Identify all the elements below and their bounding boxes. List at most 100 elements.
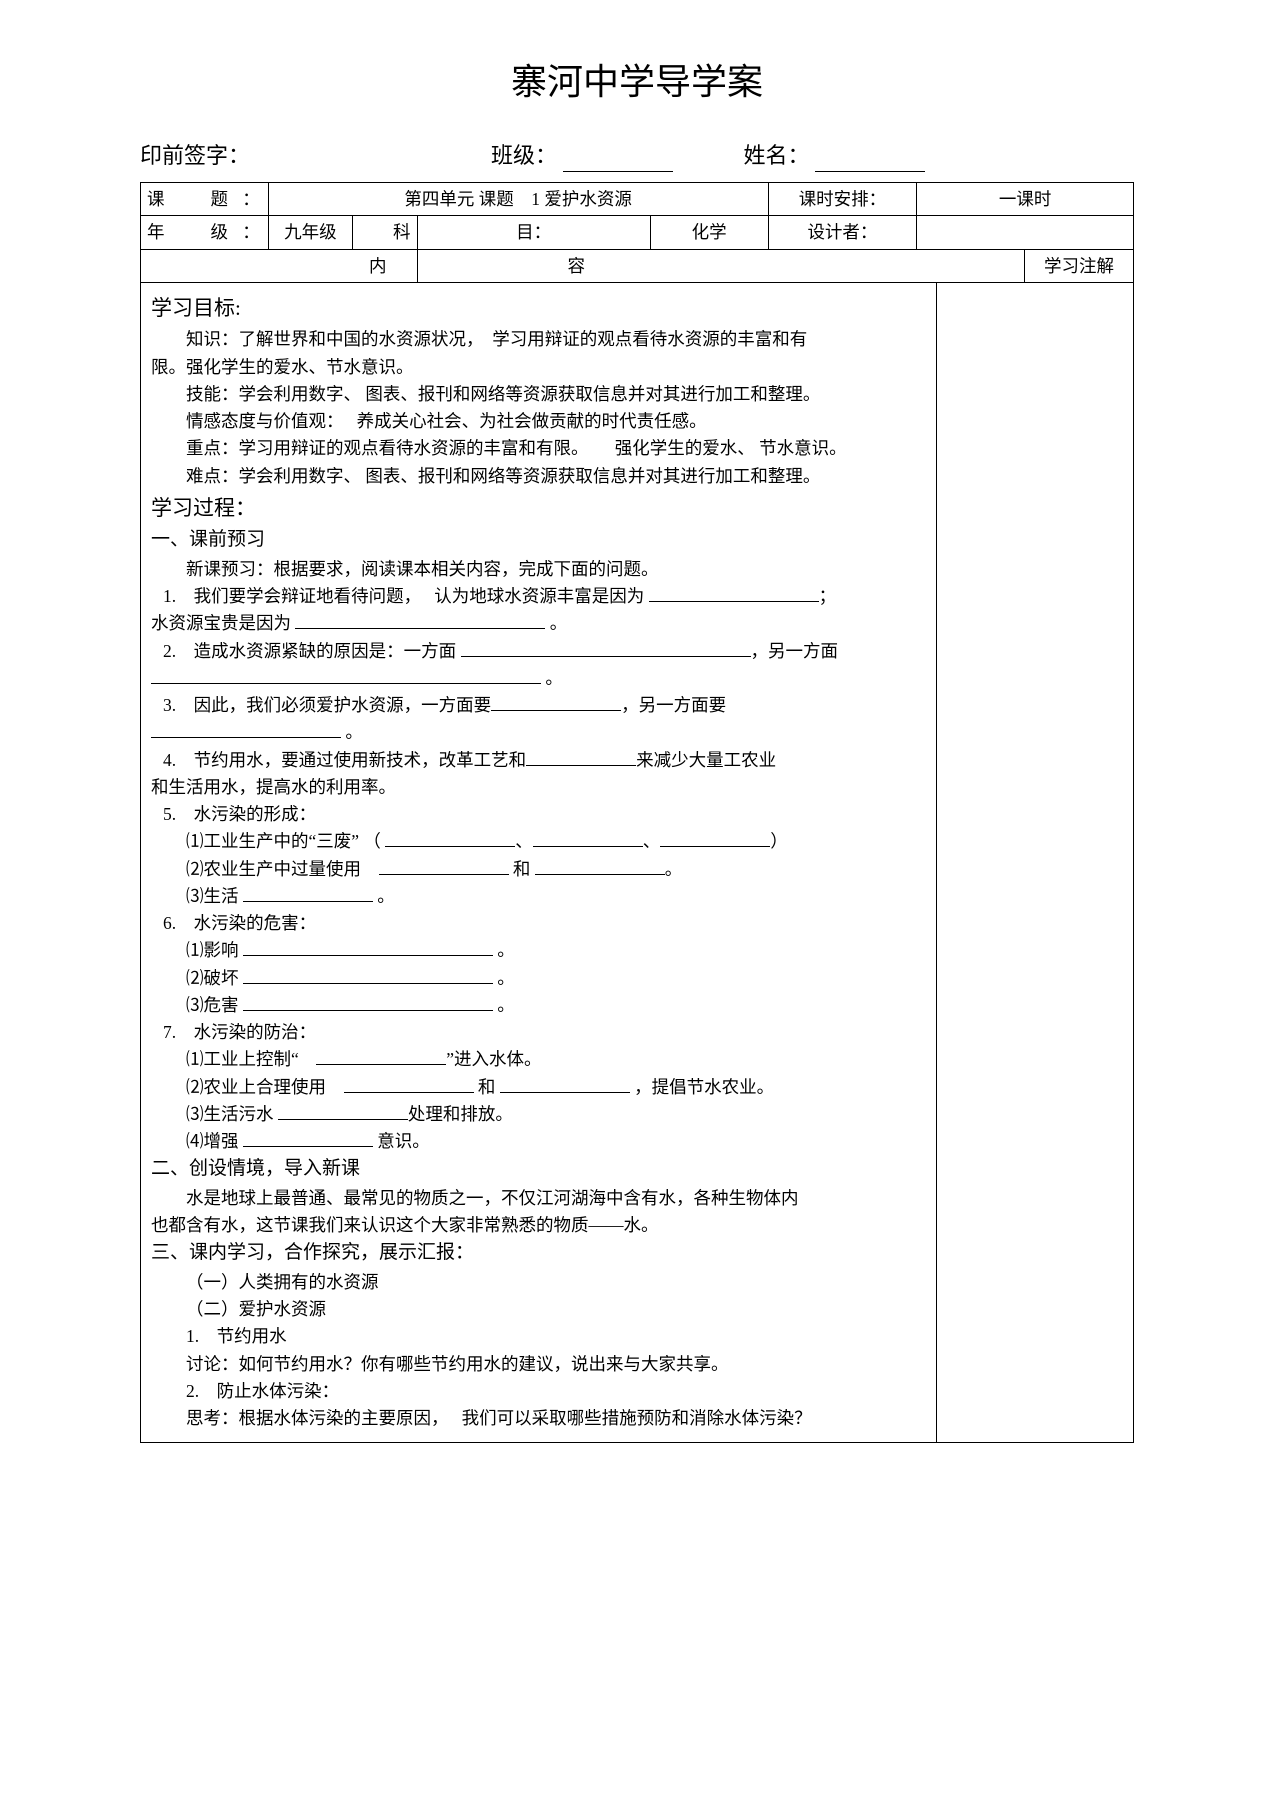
q7-2-a: ⑵农业上合理使用 xyxy=(186,1077,344,1097)
q5-sub2: ⑵农业生产中过量使用 和 。 xyxy=(151,856,926,882)
q6-3-b: 。 xyxy=(493,995,515,1015)
blank[interactable] xyxy=(385,829,515,848)
goal-knowledge-2: 限。强化学生的爱水、节水意识。 xyxy=(151,354,926,380)
q6-sub1: ⑴影响 。 xyxy=(151,937,926,963)
goal-emotion: 情感态度与价值观： 养成关心社会、为社会做贡献的时代责任感。 xyxy=(151,408,926,434)
q3-text-c: 。 xyxy=(341,722,363,742)
blank[interactable] xyxy=(500,1074,630,1093)
q2-text-c: 。 xyxy=(541,668,563,688)
grade-value: 九年级 xyxy=(268,216,352,249)
class-label: 班级： xyxy=(491,139,557,172)
q7-2-b: 和 xyxy=(474,1077,500,1097)
q1-text-a: 1. 我们要学会辩证地看待问题， 认为地球水资源丰富是因为 xyxy=(163,586,649,606)
page-title: 寨河中学导学案 xyxy=(140,55,1134,109)
subject-label-a: 科 xyxy=(353,216,417,249)
blank[interactable] xyxy=(649,584,819,603)
goal-focus: 重点：学习用辩证的观点看待水资源的丰富和有限。 强化学生的爱水、 节水意识。 xyxy=(151,435,926,461)
blank[interactable] xyxy=(243,1129,373,1148)
blank[interactable] xyxy=(151,720,341,739)
q5-1-c: 、 xyxy=(643,831,661,851)
intro-line-2: 也都含有水，这节课我们来认识这个大家非常熟悉的物质——水。 xyxy=(151,1212,926,1238)
preview-text: 新课预习：根据要求，阅读课本相关内容，完成下面的问题。 xyxy=(151,556,926,582)
blank[interactable] xyxy=(344,1074,474,1093)
blank[interactable] xyxy=(379,856,509,875)
notes-column[interactable] xyxy=(937,283,1043,1443)
table-row: 年 级： 九年级 科 目： 化学 设计者： xyxy=(141,216,1134,249)
topic-label: 课 题： xyxy=(141,183,269,216)
name-label: 姓名： xyxy=(744,139,810,172)
q4-text-b: 来减少大量工农业 xyxy=(636,750,776,770)
s3-2-2: 2. 防止水体污染： xyxy=(151,1378,926,1404)
q7-1-a: ⑴工业上控制“ xyxy=(186,1049,316,1069)
question-1-cont: 水资源宝贵是因为 。 xyxy=(151,610,926,636)
q7-3-b: 处理和排放。 xyxy=(408,1104,513,1124)
question-7: 7. 水污染的防治： xyxy=(151,1019,926,1045)
blank[interactable] xyxy=(243,992,493,1011)
blank[interactable] xyxy=(295,611,545,630)
blank[interactable] xyxy=(461,638,751,657)
blank[interactable] xyxy=(660,829,770,848)
q6-2-b: 。 xyxy=(493,968,515,988)
blank[interactable] xyxy=(243,965,493,984)
subject-label-b: 目： xyxy=(417,216,650,249)
notes-heading: 学习注解 xyxy=(1025,249,1134,282)
content-wrap: 学习目标: 知识：了解世界和中国的水资源状况， 学习用辩证的观点看待水资源的丰富… xyxy=(140,283,1134,1444)
q3-text-b: ，另一方面要 xyxy=(621,695,726,715)
question-1: 1. 我们要学会辩证地看待问题， 认为地球水资源丰富是因为 ； xyxy=(151,583,926,609)
table-row: 课 题： 第四单元 课题 1 爱护水资源 课时安排： 一课时 xyxy=(141,183,1134,216)
meta-table: 课 题： 第四单元 课题 1 爱护水资源 课时安排： 一课时 年 级： 九年级 … xyxy=(140,182,1134,283)
period-value: 一课时 xyxy=(917,183,1134,216)
q2-text-a: 2. 造成水资源紧缺的原因是：一方面 xyxy=(163,641,461,661)
blank[interactable] xyxy=(535,856,665,875)
intro-line-1: 水是地球上最普通、最常见的物质之一，不仅江河湖海中含有水，各种生物体内 xyxy=(151,1185,926,1211)
section-2-heading: 二、创设情境，导入新课 xyxy=(151,1155,926,1184)
blank[interactable] xyxy=(243,938,493,957)
blank[interactable] xyxy=(278,1101,408,1120)
q6-1-a: ⑴影响 xyxy=(186,940,243,960)
q6-3-a: ⑶危害 xyxy=(186,995,243,1015)
q4-text-a: 4. 节约用水，要通过使用新技术，改革工艺和 xyxy=(163,750,526,770)
goal-knowledge: 知识：了解世界和中国的水资源状况， 学习用辩证的观点看待水资源的丰富和有 xyxy=(151,326,926,352)
question-2-cont: 。 xyxy=(151,665,926,691)
header-row: 印前签字： 班级： 姓名： xyxy=(140,139,1134,172)
s3-1: （一）人类拥有的水资源 xyxy=(151,1269,926,1295)
q5-2-c: 。 xyxy=(665,859,683,879)
q7-1-b: ”进入水体。 xyxy=(446,1049,541,1069)
question-3-cont: 。 xyxy=(151,719,926,745)
content-heading-b: 容 xyxy=(417,249,1025,282)
q7-4-a: ⑷增强 xyxy=(186,1131,243,1151)
blank[interactable] xyxy=(243,883,373,902)
q5-2-b: 和 xyxy=(509,859,535,879)
q6-sub3: ⑶危害 。 xyxy=(151,992,926,1018)
section-3-heading: 三、课内学习，合作探究，展示汇报： xyxy=(151,1239,926,1268)
name-blank[interactable] xyxy=(815,171,925,172)
question-4-cont: 和生活用水，提高水的利用率。 xyxy=(151,774,926,800)
pre-sign-label: 印前签字： xyxy=(140,139,250,172)
q3-text-a: 3. 因此，我们必须爱护水资源，一方面要 xyxy=(163,695,491,715)
question-5: 5. 水污染的形成： xyxy=(151,801,926,827)
q7-sub3: ⑶生活污水 处理和排放。 xyxy=(151,1101,926,1127)
question-2: 2. 造成水资源紧缺的原因是：一方面 ，另一方面 xyxy=(151,638,926,664)
q2-text-b: ，另一方面 xyxy=(751,641,839,661)
q5-3-b: 。 xyxy=(373,886,395,906)
content-main: 学习目标: 知识：了解世界和中国的水资源状况， 学习用辩证的观点看待水资源的丰富… xyxy=(141,283,937,1443)
q1-text-d: 。 xyxy=(545,613,567,633)
blank[interactable] xyxy=(491,693,621,712)
blank[interactable] xyxy=(316,1047,446,1066)
q5-1-b: 、 xyxy=(515,831,533,851)
s3-2-2-think: 思考：根据水体污染的主要原因， 我们可以采取哪些措施预防和消除水体污染？ xyxy=(151,1405,926,1431)
blank[interactable] xyxy=(533,829,643,848)
q7-2-c: ，提倡节水农业。 xyxy=(630,1077,774,1097)
designer-value[interactable] xyxy=(917,216,1134,249)
q6-1-b: 。 xyxy=(493,940,515,960)
blank[interactable] xyxy=(526,747,636,766)
section-1-heading: 一、课前预习 xyxy=(151,526,926,555)
content-heading-a: 内 xyxy=(141,249,418,282)
s3-2-1-discuss: 讨论：如何节约用水？你有哪些节约用水的建议，说出来与大家共享。 xyxy=(151,1351,926,1377)
q5-sub1: ⑴工业生产中的“三废” （ 、、） xyxy=(151,828,926,854)
blank[interactable] xyxy=(151,665,541,684)
s3-2: （二）爱护水资源 xyxy=(151,1296,926,1322)
class-blank[interactable] xyxy=(563,171,673,172)
process-heading: 学习过程： xyxy=(151,493,926,525)
q1-text-b: ； xyxy=(819,586,837,606)
